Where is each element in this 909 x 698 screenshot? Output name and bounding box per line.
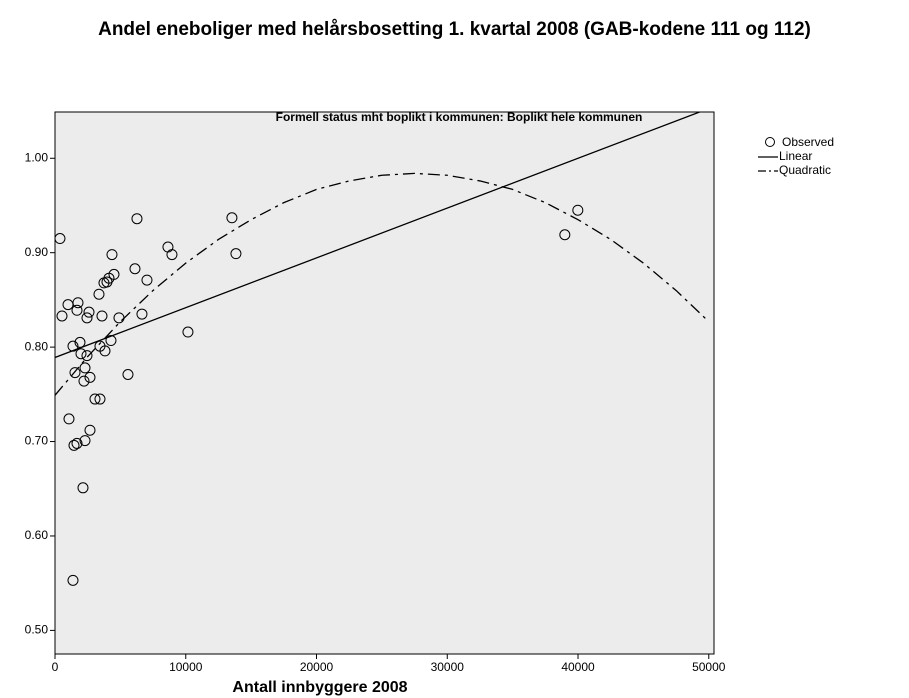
point xyxy=(69,367,81,379)
point xyxy=(131,213,143,225)
x-tick-label: 50000 xyxy=(692,660,726,674)
point xyxy=(122,369,134,381)
point xyxy=(71,437,83,449)
y-tick-label: 1.00 xyxy=(25,150,49,164)
point xyxy=(89,393,101,405)
legend-label: Quadratic xyxy=(779,163,831,177)
x-tick-label: 30000 xyxy=(431,660,465,674)
point xyxy=(72,297,84,309)
point xyxy=(71,304,83,316)
plot-area xyxy=(54,111,715,655)
point xyxy=(99,345,111,357)
point xyxy=(141,274,153,286)
point xyxy=(67,340,79,352)
point xyxy=(136,308,148,320)
point xyxy=(108,268,120,280)
fit-line xyxy=(55,112,700,359)
point xyxy=(572,204,584,216)
x-tick-label: 40000 xyxy=(561,660,595,674)
point xyxy=(79,362,91,374)
fit-line xyxy=(55,172,710,396)
legend-marker xyxy=(765,137,775,147)
point xyxy=(68,439,80,451)
point xyxy=(84,424,96,436)
point xyxy=(63,413,75,425)
point xyxy=(113,312,125,324)
point xyxy=(94,393,106,405)
point xyxy=(129,263,141,275)
point xyxy=(78,375,90,387)
point xyxy=(74,336,86,348)
point xyxy=(166,249,178,261)
point xyxy=(93,288,105,300)
legend-label: Observed xyxy=(782,135,834,149)
fit-lines xyxy=(55,112,710,396)
point xyxy=(230,248,242,260)
legend-label: Linear xyxy=(779,149,812,163)
point xyxy=(96,310,108,322)
point xyxy=(84,371,96,383)
point xyxy=(81,312,93,324)
point xyxy=(77,482,89,494)
point xyxy=(67,574,79,586)
y-tick-label: 0.60 xyxy=(25,528,49,542)
x-axis-label: Antall innbyggere 2008 xyxy=(232,679,407,696)
y-tick-label: 0.80 xyxy=(25,339,49,353)
point xyxy=(79,435,91,447)
point xyxy=(54,233,66,245)
x-tick-label: 20000 xyxy=(300,660,334,674)
point xyxy=(105,335,117,347)
y-tick-label: 0.90 xyxy=(25,245,49,259)
chart-title: Andel eneboliger med helårsbosetting 1. … xyxy=(98,19,811,40)
y-tick-label: 0.70 xyxy=(25,434,49,448)
point xyxy=(83,306,95,318)
point xyxy=(81,350,93,362)
chart-subtitle: Formell status mht boplikt i kommunen: B… xyxy=(276,110,643,124)
x-tick-label: 10000 xyxy=(169,660,203,674)
point xyxy=(226,212,238,224)
point xyxy=(182,326,194,338)
y-tick-label: 0.50 xyxy=(25,623,49,637)
x-tick-label: 0 xyxy=(52,660,59,674)
point xyxy=(559,229,571,241)
point xyxy=(56,310,68,322)
point xyxy=(106,249,118,261)
point xyxy=(75,348,87,360)
